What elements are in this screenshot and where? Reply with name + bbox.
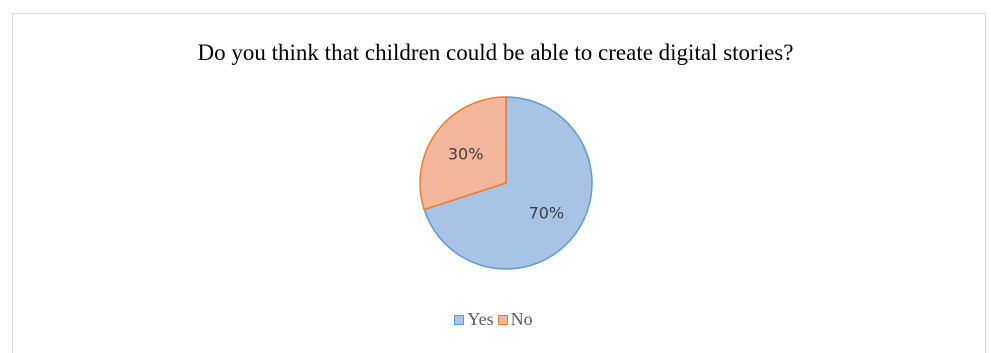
legend-item-yes: Yes [454, 309, 494, 330]
chart-frame [12, 13, 986, 353]
legend-label-no: No [510, 309, 533, 329]
legend-item-no: No [497, 309, 533, 330]
pie-slice-yes [423, 96, 593, 270]
legend-label-yes: Yes [467, 309, 494, 329]
legend-swatch-yes [454, 314, 465, 325]
chart-title: Do you think that children could be able… [197, 40, 794, 65]
legend-swatch-no [497, 314, 508, 325]
data-label-yes: 70% [529, 203, 565, 222]
data-label-no: 30% [448, 145, 484, 164]
legend: Yes No [0, 309, 991, 330]
pie-slice-no [419, 96, 507, 211]
